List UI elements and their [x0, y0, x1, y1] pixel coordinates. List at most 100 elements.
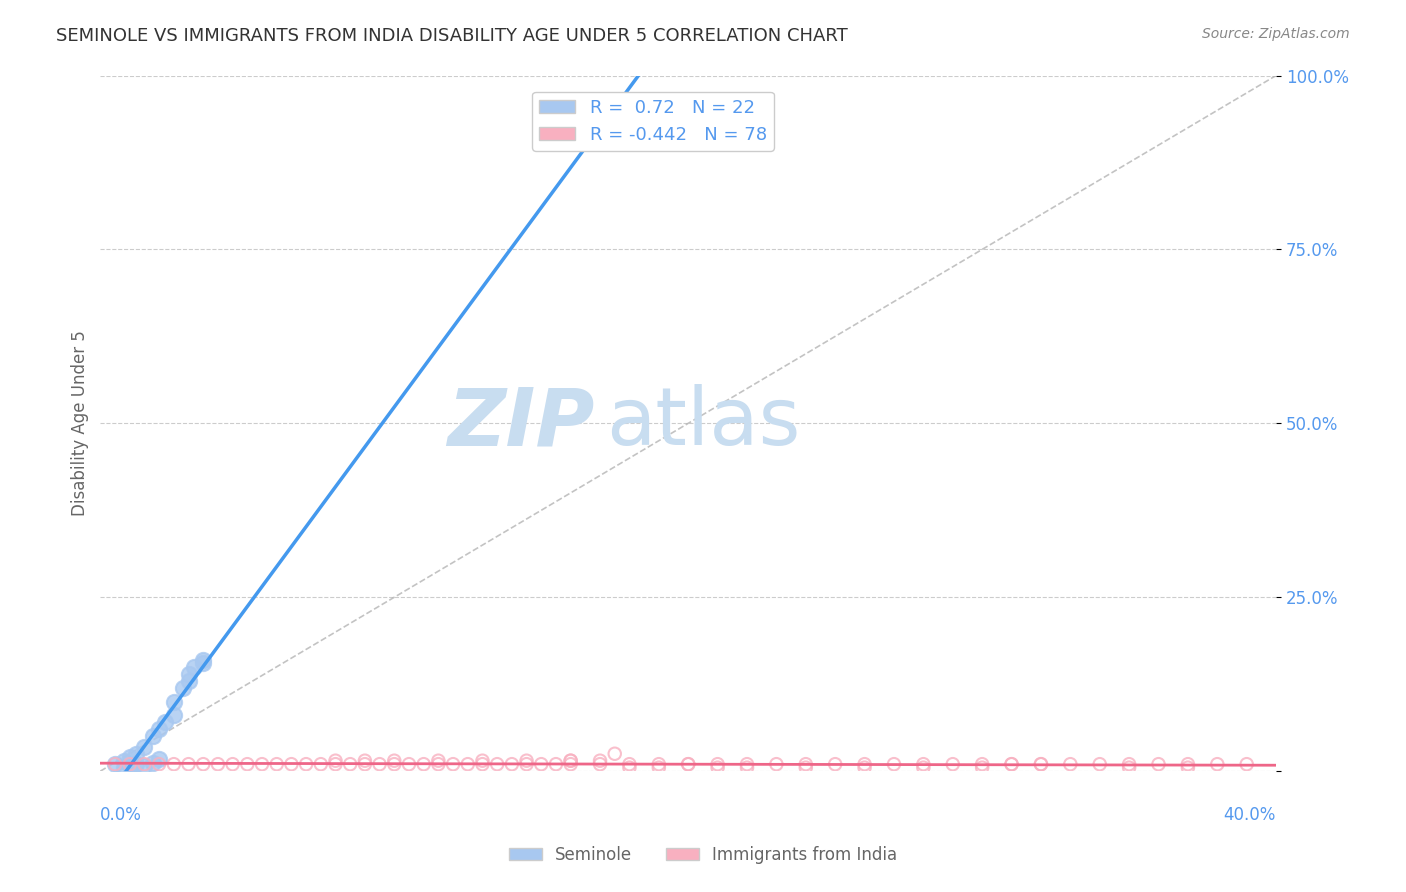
- Point: [471, 757, 494, 772]
- Y-axis label: Disability Age Under 5: Disability Age Under 5: [72, 330, 89, 516]
- Point: [142, 756, 165, 770]
- Point: [794, 757, 817, 772]
- Point: [112, 754, 135, 768]
- Point: [735, 757, 758, 772]
- Point: [912, 757, 935, 772]
- Point: [221, 757, 243, 772]
- Point: [1177, 757, 1199, 772]
- Point: [942, 757, 965, 772]
- Point: [1118, 757, 1140, 772]
- Point: [1029, 757, 1052, 772]
- Point: [516, 754, 538, 768]
- Point: [1177, 761, 1199, 775]
- Point: [368, 757, 391, 772]
- Point: [177, 757, 200, 772]
- Legend: R =  0.72   N = 22, R = -0.442   N = 78: R = 0.72 N = 22, R = -0.442 N = 78: [531, 92, 775, 151]
- Point: [177, 673, 200, 688]
- Point: [193, 757, 215, 772]
- Point: [309, 757, 332, 772]
- Point: [544, 757, 567, 772]
- Point: [603, 747, 626, 761]
- Point: [530, 757, 553, 772]
- Point: [124, 757, 146, 772]
- Point: [648, 757, 671, 772]
- Point: [124, 747, 146, 761]
- Point: [250, 757, 273, 772]
- Point: [382, 757, 405, 772]
- Point: [118, 757, 141, 772]
- Point: [427, 757, 450, 772]
- Point: [325, 754, 347, 768]
- Point: [236, 757, 259, 772]
- Point: [1059, 757, 1081, 772]
- Point: [706, 761, 728, 775]
- Text: ZIP: ZIP: [447, 384, 595, 462]
- Text: 0.0%: 0.0%: [100, 805, 142, 824]
- Point: [207, 757, 229, 772]
- Point: [118, 750, 141, 764]
- Point: [354, 754, 377, 768]
- Point: [142, 730, 165, 744]
- Point: [589, 754, 612, 768]
- Point: [972, 757, 994, 772]
- Point: [325, 757, 347, 772]
- Point: [354, 757, 377, 772]
- Point: [676, 757, 699, 772]
- Point: [457, 757, 479, 772]
- Point: [1088, 757, 1111, 772]
- Point: [441, 757, 464, 772]
- Point: [883, 757, 905, 772]
- Point: [172, 681, 194, 695]
- Point: [134, 757, 156, 772]
- Point: [183, 660, 205, 674]
- Point: [560, 754, 582, 768]
- Point: [735, 761, 758, 775]
- Point: [676, 757, 699, 772]
- Text: SEMINOLE VS IMMIGRANTS FROM INDIA DISABILITY AGE UNDER 5 CORRELATION CHART: SEMINOLE VS IMMIGRANTS FROM INDIA DISABI…: [56, 27, 848, 45]
- Point: [853, 761, 876, 775]
- Point: [148, 751, 170, 765]
- Point: [104, 757, 127, 772]
- Point: [112, 761, 135, 775]
- Point: [427, 754, 450, 768]
- Point: [177, 666, 200, 681]
- Point: [266, 757, 288, 772]
- Point: [516, 757, 538, 772]
- Point: [1000, 757, 1022, 772]
- Point: [104, 757, 127, 772]
- Text: 40.0%: 40.0%: [1223, 805, 1277, 824]
- Point: [193, 653, 215, 667]
- Point: [193, 657, 215, 671]
- Point: [853, 757, 876, 772]
- Point: [148, 757, 170, 772]
- Point: [163, 695, 186, 709]
- Point: [1236, 757, 1258, 772]
- Point: [824, 757, 846, 772]
- Point: [295, 757, 318, 772]
- Point: [134, 739, 156, 754]
- Point: [589, 757, 612, 772]
- Point: [1118, 761, 1140, 775]
- Point: [398, 757, 420, 772]
- Point: [163, 757, 186, 772]
- Point: [560, 757, 582, 772]
- Point: [339, 757, 361, 772]
- Point: [1000, 757, 1022, 772]
- Text: atlas: atlas: [606, 384, 800, 462]
- Point: [134, 758, 156, 772]
- Point: [648, 761, 671, 775]
- Point: [486, 757, 509, 772]
- Point: [912, 761, 935, 775]
- Point: [765, 757, 787, 772]
- Legend: Seminole, Immigrants from India: Seminole, Immigrants from India: [502, 839, 904, 871]
- Point: [382, 754, 405, 768]
- Point: [148, 723, 170, 737]
- Point: [794, 761, 817, 775]
- Point: [1029, 757, 1052, 772]
- Point: [412, 757, 434, 772]
- Point: [501, 757, 523, 772]
- Point: [280, 757, 302, 772]
- Point: [560, 754, 582, 768]
- Point: [471, 754, 494, 768]
- Point: [1147, 757, 1170, 772]
